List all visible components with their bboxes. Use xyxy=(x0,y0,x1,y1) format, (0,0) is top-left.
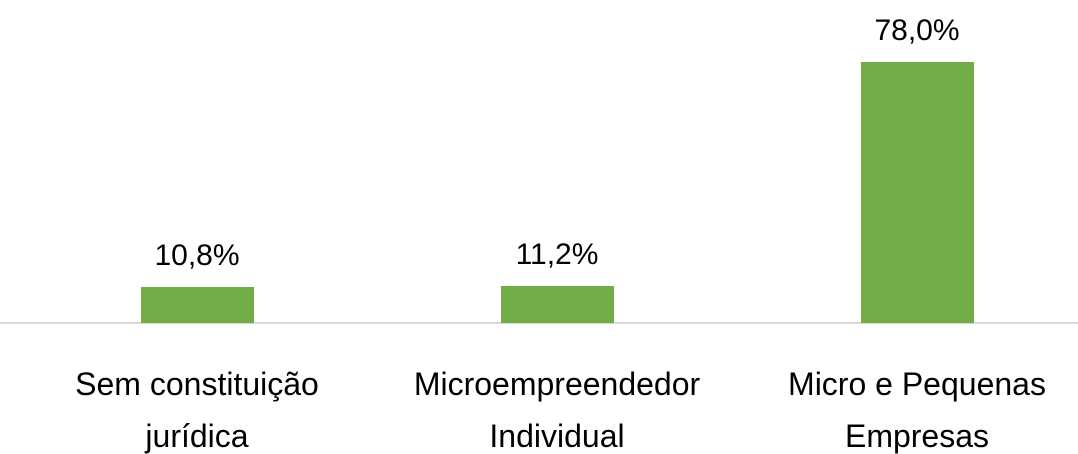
x-tick-label: Micro e Pequenas Empresas xyxy=(788,366,1046,454)
bar xyxy=(140,286,254,323)
axis-line xyxy=(0,322,1078,324)
data-label: 10,8% xyxy=(154,238,240,272)
data-label: 78,0% xyxy=(874,14,960,47)
x-tick-label: Microempreendedor Individual xyxy=(413,366,701,454)
bar xyxy=(500,285,614,323)
data-label: 11,2% xyxy=(515,237,599,271)
bar xyxy=(860,62,974,323)
x-tick-label: Sem constituição jurídica xyxy=(75,366,319,454)
